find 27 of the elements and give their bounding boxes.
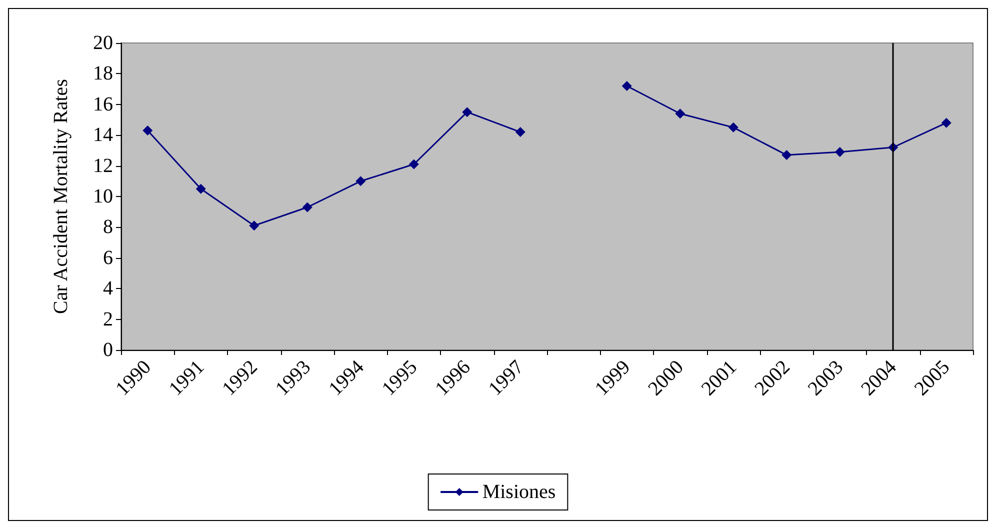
y-tick-label: 8 (103, 216, 113, 238)
y-tick-label: 2 (103, 308, 113, 330)
y-tick-label: 16 (93, 93, 113, 116)
point (622, 80, 632, 91)
point (462, 107, 472, 118)
point (196, 184, 206, 194)
point (782, 150, 792, 160)
y-tick-label: 12 (93, 154, 113, 177)
point (515, 127, 526, 138)
point (675, 108, 686, 119)
point (941, 118, 952, 128)
point (302, 202, 312, 212)
y-axis-title: Car Accident Mortality Rates (50, 78, 72, 314)
y-tick-label: 6 (103, 246, 113, 269)
y-tick-label: 18 (93, 62, 113, 85)
legend-label: Misiones (482, 481, 556, 503)
point (356, 176, 366, 186)
point (408, 159, 419, 170)
y-tick-label: 14 (93, 124, 113, 146)
y-tick-label: 10 (93, 186, 113, 208)
point (834, 146, 845, 157)
y-tick-label: 20 (93, 32, 113, 54)
point (728, 122, 738, 132)
y-tick-label: 0 (103, 339, 113, 361)
point (142, 125, 153, 136)
y-tick-label: 4 (103, 278, 113, 300)
point (249, 220, 260, 231)
